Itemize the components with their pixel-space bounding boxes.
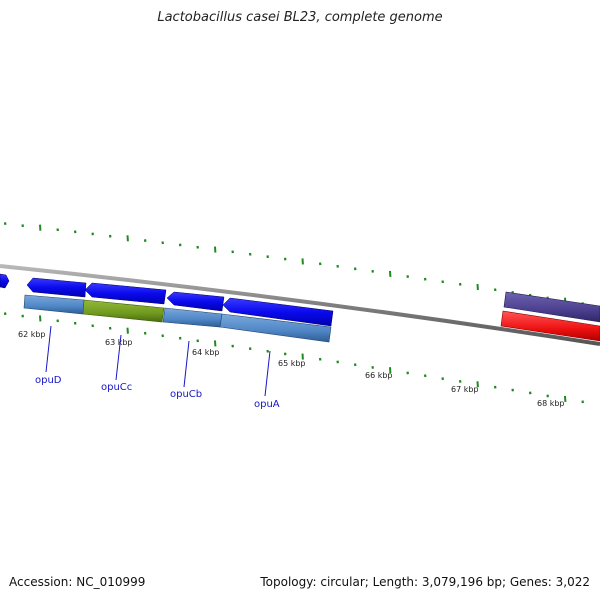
cds-arrow-opuCb-region[interactable]	[166, 291, 225, 312]
map-title: Lactobacillus casei BL23, complete genom…	[157, 10, 443, 25]
callout-line-opuD	[45, 325, 52, 373]
gene-box-opuCc[interactable]	[82, 299, 165, 323]
feature-red[interactable]	[500, 310, 600, 342]
scale-label-64kbp: 64 kbp	[192, 348, 220, 357]
scale-label-67kbp: 67 kbp	[451, 385, 479, 394]
scale-label-63kbp: 63 kbp	[105, 338, 133, 347]
cds-arrow-opuD-region[interactable]	[26, 277, 87, 298]
gene-label-opuCc[interactable]: opuCc	[101, 382, 132, 393]
scale-label-66kbp: 66 kbp	[365, 371, 393, 380]
callout-line-opuCb	[183, 340, 190, 388]
cds-arrow-opuCc-region[interactable]	[84, 282, 167, 305]
callout-line-opuCc	[115, 334, 122, 381]
callout-line-opuA	[264, 350, 271, 397]
accession-text: Accession: NC_010999	[9, 575, 146, 589]
cds-arrow-opuA-region[interactable]	[222, 297, 334, 327]
genome-backbone	[0, 264, 600, 346]
gene-box-opuD[interactable]	[23, 294, 85, 315]
scale-label-65kbp: 65 kbp	[278, 359, 306, 368]
feature-purple[interactable]	[503, 291, 600, 323]
gene-box-opuCb[interactable]	[162, 307, 223, 328]
gene-label-opuA[interactable]: opuA	[254, 399, 280, 410]
gene-box-opuA[interactable]	[219, 313, 332, 343]
gene-label-opuCb[interactable]: opuCb	[170, 389, 202, 400]
gene-label-opuD[interactable]: opuD	[35, 375, 62, 386]
tick-marks-lower	[3, 312, 584, 404]
scale-label-68kbp: 68 kbp	[537, 399, 565, 408]
cds-arrow-offscreen-left[interactable]	[0, 273, 10, 289]
tick-marks-upper	[3, 222, 584, 305]
genome-summary-text: Topology: circular; Length: 3,079,196 bp…	[260, 575, 590, 589]
scale-label-62kbp: 62 kbp	[18, 330, 46, 339]
